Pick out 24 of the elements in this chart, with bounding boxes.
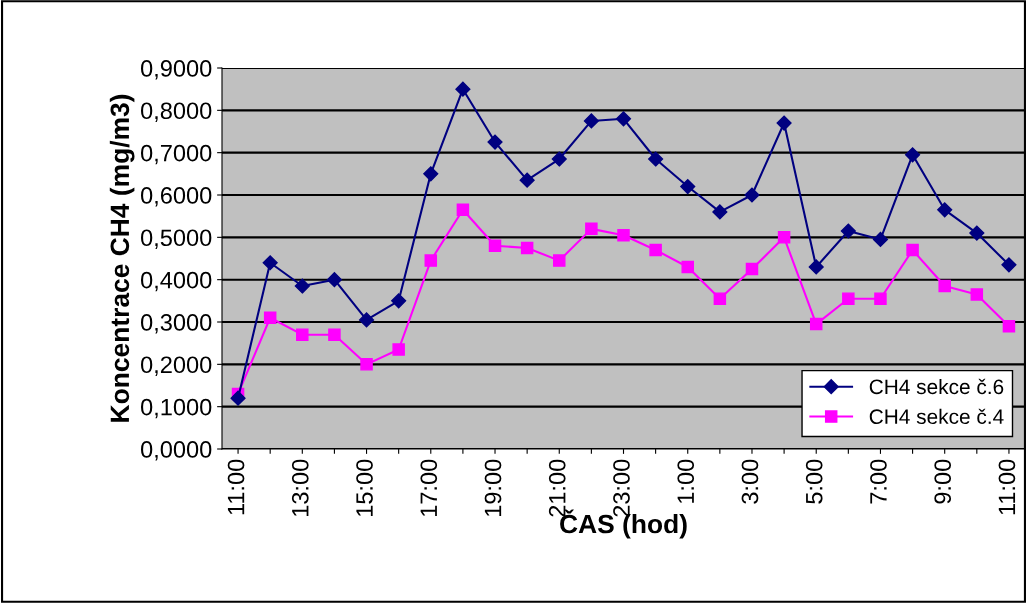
x-tick-label: 7:00 <box>870 459 887 504</box>
y-tick-label: 0,5000 <box>140 229 212 249</box>
y-axis-title: Koncentrace CH4 (mg/m3) <box>109 94 135 422</box>
y-tick-label: 0,3000 <box>140 314 212 334</box>
y-tick-label: 0,6000 <box>140 187 212 207</box>
y-tick-label: 0,4000 <box>140 271 212 292</box>
x-tick-label: 9:00 <box>934 459 952 504</box>
y-tick-label: 0,0000 <box>140 441 212 461</box>
x-tick-label: 11:00 <box>998 459 1016 515</box>
y-tick-label: 0,2000 <box>140 356 212 376</box>
x-tick-label: 5:00 <box>805 459 823 504</box>
legend-label: CH4 sekce č.6 <box>869 378 1004 395</box>
x-tick-label: 17:00 <box>420 459 438 516</box>
x-tick-label: 11:00 <box>227 459 245 515</box>
x-tick-label: 19:00 <box>484 459 502 516</box>
y-tick-label: 0,7000 <box>140 144 212 165</box>
x-tick-label: 15:00 <box>356 459 373 516</box>
legend-label: CH4 sekce č.4 <box>869 408 1004 425</box>
x-tick-label: 3:00 <box>741 459 759 504</box>
y-tick-label: 0,8000 <box>140 102 212 122</box>
x-tick-label: 13:00 <box>291 459 309 516</box>
x-tick-label: 1:00 <box>677 459 695 503</box>
y-tick-label: 0,9000 <box>140 60 212 80</box>
y-tick-label: 0,1000 <box>140 398 212 419</box>
